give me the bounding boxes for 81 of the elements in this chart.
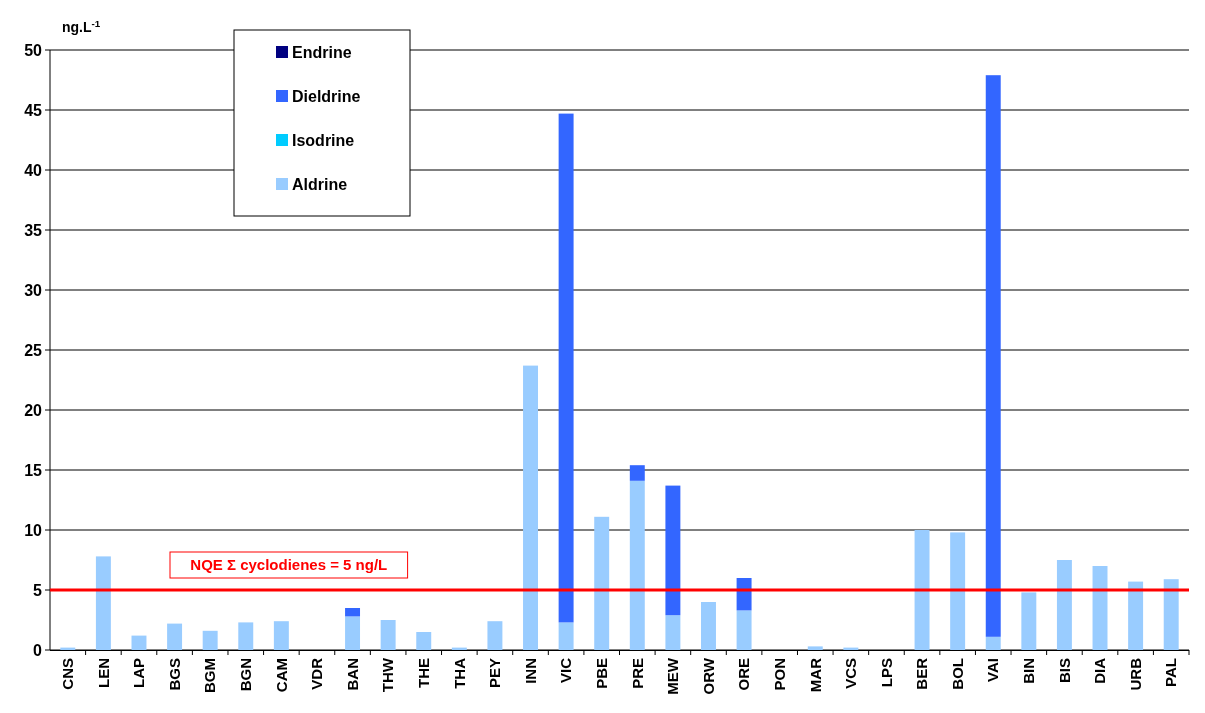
y-tick-label: 20 <box>24 401 43 419</box>
bar <box>167 623 183 650</box>
bar <box>985 75 1001 637</box>
bar <box>914 530 930 650</box>
x-tick-label: THE <box>414 658 432 688</box>
bar <box>665 615 681 650</box>
x-tick-label: BGN <box>237 658 255 692</box>
x-tick-label: VDR <box>308 657 326 690</box>
bar <box>665 485 681 616</box>
x-tick-label: ORE <box>735 658 753 691</box>
bar <box>202 630 218 650</box>
y-tick-label: 40 <box>24 161 43 179</box>
x-tick-label: LPS <box>877 658 895 688</box>
legend-label: Isodrine <box>292 131 355 149</box>
x-tick-label: ORW <box>699 657 717 695</box>
x-tick-label: CNS <box>59 658 77 690</box>
x-tick-label: INN <box>521 658 539 684</box>
x-tick-label: CAM <box>272 658 290 693</box>
x-tick-label: PON <box>770 658 788 691</box>
legend-label: Aldrine <box>292 175 348 193</box>
bar <box>1128 581 1144 650</box>
bar <box>985 636 1001 650</box>
legend-label: Endrine <box>292 43 352 61</box>
x-tick-label: MEW <box>664 657 682 695</box>
x-tick-label: BGS <box>165 658 183 691</box>
x-tick-label: LAP <box>130 658 148 688</box>
y-tick-label: 25 <box>24 341 43 359</box>
x-tick-label: VAI <box>984 658 1002 682</box>
bar <box>558 622 574 650</box>
bar <box>238 622 254 650</box>
bar <box>629 480 645 650</box>
bar <box>558 113 574 623</box>
legend-label: Dieldrine <box>292 87 361 105</box>
bar <box>487 621 503 650</box>
x-tick-label: THW <box>379 657 397 693</box>
bar <box>523 365 538 650</box>
y-tick-label: 15 <box>24 461 43 479</box>
bar <box>1163 579 1179 650</box>
x-tick-label: BIS <box>1055 658 1073 684</box>
bar <box>701 602 716 650</box>
ref-line-label: NQE Σ cyclodienes = 5 ng/L <box>190 556 388 574</box>
bar <box>950 532 966 650</box>
x-tick-label: BIN <box>1020 658 1038 684</box>
bar <box>594 516 610 650</box>
x-tick-label: DIA <box>1091 657 1109 684</box>
bar <box>131 635 147 650</box>
x-tick-label: MAR <box>806 657 824 693</box>
x-tick-label: VIC <box>557 657 575 684</box>
x-tick-label: BER <box>913 657 931 690</box>
x-tick-label: PAL <box>1162 658 1180 687</box>
y-tick-label: 30 <box>24 281 43 299</box>
bar <box>1056 560 1072 650</box>
bar <box>380 620 396 650</box>
y-tick-label: 45 <box>24 101 43 119</box>
bar <box>807 646 823 650</box>
bar <box>736 578 752 611</box>
bar <box>273 621 289 650</box>
bar <box>416 632 432 650</box>
x-tick-label: BOL <box>948 658 966 690</box>
bar <box>95 556 111 650</box>
x-tick-label: PRE <box>628 658 646 689</box>
bar <box>345 616 361 650</box>
bar <box>1021 592 1037 650</box>
x-tick-label: BAN <box>343 658 361 691</box>
x-tick-label: VCS <box>842 658 860 689</box>
bar <box>736 610 752 650</box>
x-tick-label: THA <box>450 657 468 689</box>
y-tick-label: 50 <box>24 41 43 59</box>
y-tick-label: 5 <box>33 581 43 599</box>
y-tick-label: 10 <box>24 521 43 539</box>
x-tick-label: URB <box>1126 657 1144 691</box>
x-tick-label: LEN <box>94 658 112 688</box>
y-axis-title: ng.L$^{-1}$ <box>62 17 101 35</box>
bar <box>345 608 361 617</box>
x-tick-label: PBE <box>592 658 610 689</box>
y-tick-label: 0 <box>33 641 43 659</box>
bar <box>1092 566 1108 650</box>
y-tick-label: 35 <box>24 221 43 239</box>
x-tick-label: BGM <box>201 658 219 693</box>
bar <box>629 465 645 481</box>
x-tick-label: PEY <box>486 658 504 689</box>
